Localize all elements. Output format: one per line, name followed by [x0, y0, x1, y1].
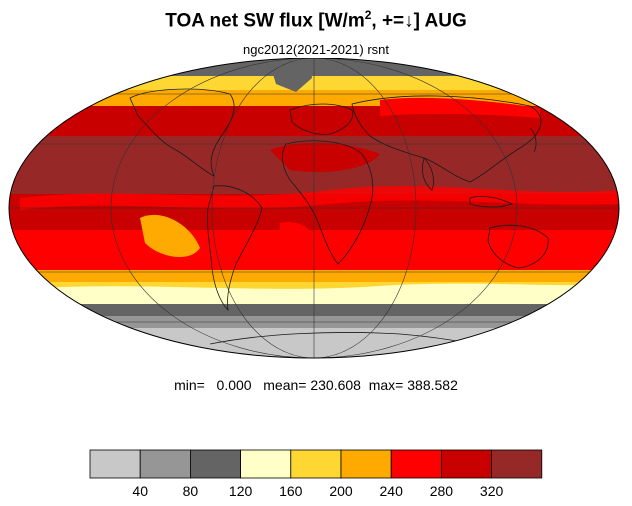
colorbar-boxes	[89, 449, 543, 479]
flux-field	[9, 58, 619, 358]
colorbar-tick-label: 160	[279, 483, 303, 499]
colorbar-box-8	[491, 449, 543, 479]
colorbar-tick-label: 80	[183, 483, 199, 499]
colorbar-box-6	[390, 449, 442, 479]
lon-60	[110, 58, 518, 358]
colorbar: 40 80 120 160 200 240 280 320	[89, 449, 543, 499]
band-south-sub	[9, 256, 619, 270]
coast-australia	[487, 224, 549, 269]
colorbar-box-4	[290, 449, 342, 479]
coast-north-america	[129, 88, 235, 177]
global-map	[8, 58, 620, 359]
colorbar-tick-label: 200	[329, 483, 353, 499]
itcz-band	[20, 186, 619, 210]
mean-value: 230.608	[310, 377, 361, 393]
coast-indonesia	[469, 196, 514, 208]
atlantic-stratocumulus	[280, 222, 316, 250]
colorbar-tick-label: 40	[132, 483, 148, 499]
colorbar-tick-label: 320	[480, 483, 504, 499]
colorbar-box-3	[240, 449, 292, 479]
colorbar-box-5	[340, 449, 392, 479]
siberia-cloud	[380, 97, 540, 118]
colorbar-tick-label: 280	[430, 483, 454, 499]
pacific-stratocumulus	[140, 214, 200, 258]
band-arctic	[9, 58, 619, 76]
colorbar-labels: 40 80 120 160 200 240 280 320	[132, 483, 503, 499]
colorbar-box-1	[139, 449, 191, 479]
title-superscript: 2	[364, 8, 372, 22]
statistics-line: min= 0.000 mean= 230.608 max= 388.582	[0, 377, 632, 393]
coast-asia	[351, 95, 542, 183]
max-value: 388.582	[407, 377, 458, 393]
band-antarctic	[9, 328, 619, 358]
coast-japan	[529, 127, 537, 153]
coast-africa	[282, 140, 374, 265]
plot-title: TOA net SW flux [W/m2, +=↓] AUG	[0, 8, 632, 32]
lon-120	[211, 58, 417, 358]
southern-ocean-streak	[40, 283, 619, 299]
title-rest: , +=↓] AUG	[371, 10, 467, 32]
mean-label: mean=	[263, 377, 307, 393]
max-label: max=	[368, 377, 404, 393]
coast-europe	[289, 103, 354, 135]
sahara-bright	[270, 142, 380, 173]
min-label: min=	[174, 377, 205, 393]
colorbar-box-2	[189, 449, 241, 479]
plot-subtitle: ngc2012(2021-2021) rsnt	[243, 42, 389, 57]
greenland-ice	[268, 58, 312, 92]
colorbar-box-0	[89, 449, 141, 479]
band-south-tropics	[9, 230, 619, 256]
colorbar-box-7	[440, 449, 492, 479]
colorbar-tick-label: 240	[380, 483, 404, 499]
min-value: 0.000	[216, 377, 252, 393]
coast-india	[422, 157, 434, 191]
map-border	[8, 58, 620, 359]
band-north-high-1	[9, 76, 619, 90]
title-main: TOA net SW flux [W/m	[165, 10, 365, 32]
colorbar-tick-label: 120	[229, 483, 253, 499]
